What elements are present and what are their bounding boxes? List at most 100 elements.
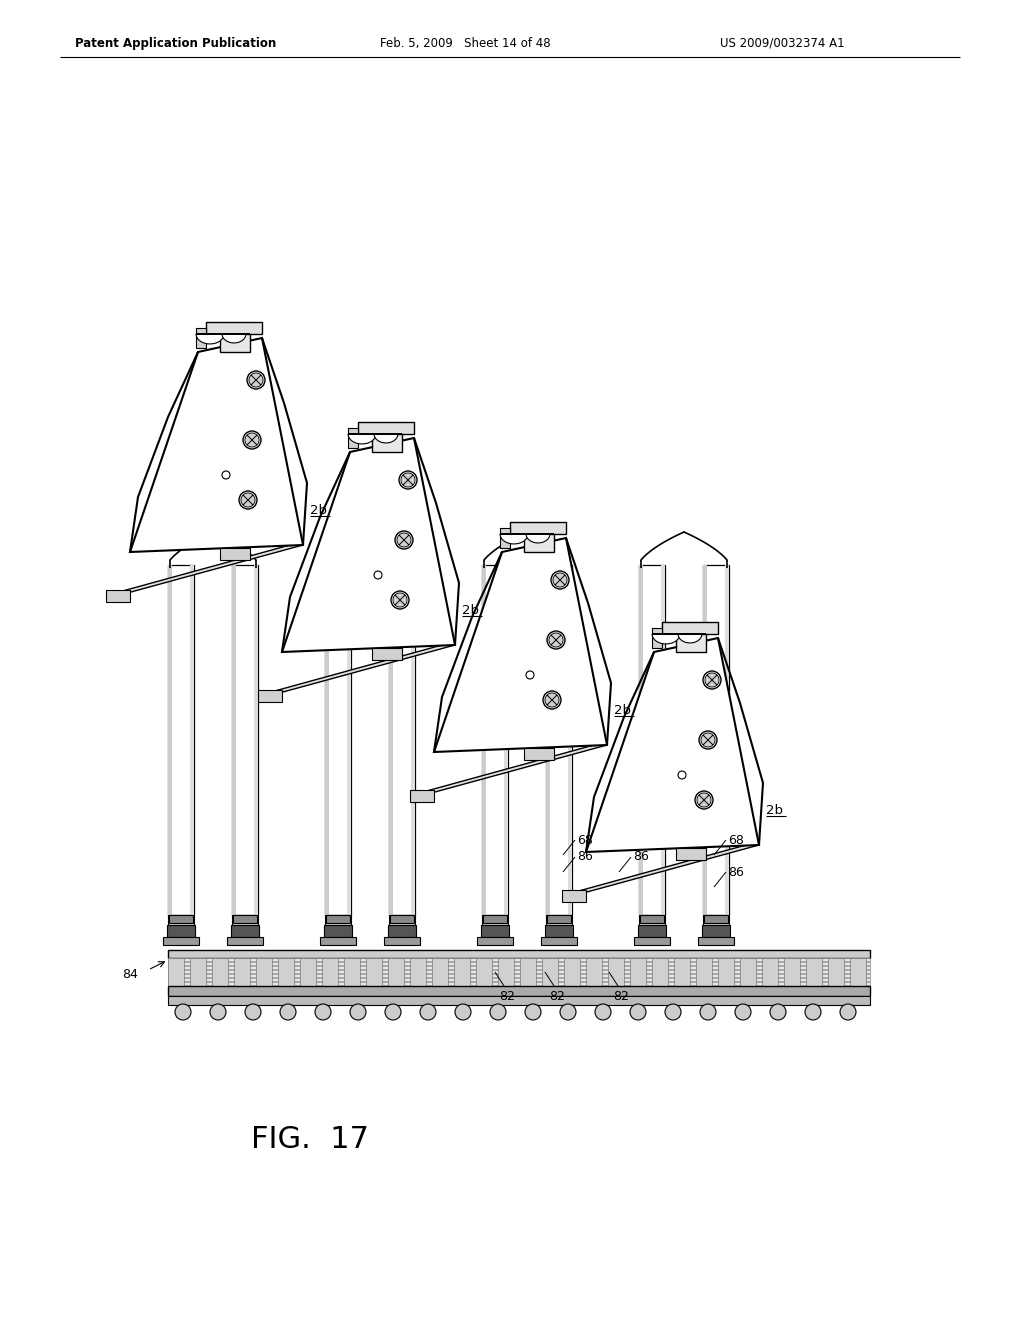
- Circle shape: [547, 631, 565, 649]
- Polygon shape: [278, 958, 294, 986]
- Polygon shape: [231, 925, 259, 937]
- Polygon shape: [258, 690, 282, 702]
- Polygon shape: [652, 958, 668, 986]
- Circle shape: [243, 432, 261, 449]
- Text: 68: 68: [728, 833, 743, 846]
- Polygon shape: [740, 958, 756, 986]
- Polygon shape: [222, 334, 250, 343]
- Polygon shape: [676, 847, 706, 861]
- Polygon shape: [168, 958, 184, 986]
- Polygon shape: [564, 958, 580, 986]
- Text: 2b: 2b: [462, 603, 479, 616]
- Polygon shape: [608, 958, 624, 986]
- Polygon shape: [410, 789, 434, 803]
- Polygon shape: [319, 937, 356, 945]
- Polygon shape: [638, 925, 666, 937]
- Circle shape: [770, 1005, 786, 1020]
- Polygon shape: [481, 925, 509, 937]
- Circle shape: [526, 671, 534, 678]
- Polygon shape: [806, 958, 822, 986]
- Polygon shape: [130, 338, 303, 552]
- Circle shape: [735, 1005, 751, 1020]
- Circle shape: [249, 374, 263, 387]
- Polygon shape: [828, 958, 844, 986]
- Polygon shape: [662, 565, 665, 915]
- Polygon shape: [212, 958, 228, 986]
- Polygon shape: [520, 958, 536, 986]
- Text: 86: 86: [577, 850, 593, 863]
- Polygon shape: [634, 937, 670, 945]
- Polygon shape: [344, 958, 360, 986]
- Circle shape: [239, 491, 257, 510]
- Text: Patent Application Publication: Patent Application Publication: [75, 37, 276, 49]
- Polygon shape: [389, 565, 393, 915]
- Circle shape: [245, 1005, 261, 1020]
- Circle shape: [525, 1005, 541, 1020]
- Circle shape: [210, 1005, 226, 1020]
- Polygon shape: [220, 334, 250, 352]
- Circle shape: [695, 791, 713, 809]
- Polygon shape: [167, 925, 195, 937]
- Circle shape: [705, 673, 719, 686]
- Circle shape: [391, 591, 409, 609]
- Polygon shape: [220, 548, 250, 560]
- Circle shape: [175, 1005, 191, 1020]
- Text: 68: 68: [577, 833, 593, 846]
- Polygon shape: [168, 962, 870, 965]
- Polygon shape: [372, 648, 402, 660]
- Polygon shape: [652, 634, 680, 644]
- Polygon shape: [676, 634, 706, 652]
- Circle shape: [543, 690, 561, 709]
- Polygon shape: [547, 915, 571, 923]
- Polygon shape: [568, 565, 572, 915]
- Polygon shape: [510, 521, 566, 535]
- Polygon shape: [348, 434, 376, 444]
- Polygon shape: [106, 590, 130, 602]
- Circle shape: [549, 634, 563, 647]
- Polygon shape: [163, 937, 199, 945]
- Polygon shape: [762, 958, 778, 986]
- Polygon shape: [524, 535, 554, 552]
- Text: FIG.  17: FIG. 17: [251, 1126, 369, 1155]
- Polygon shape: [498, 958, 514, 986]
- Polygon shape: [562, 890, 586, 902]
- Polygon shape: [347, 565, 351, 915]
- Circle shape: [630, 1005, 646, 1020]
- Text: 82: 82: [613, 990, 629, 1003]
- Circle shape: [222, 471, 230, 479]
- Polygon shape: [411, 565, 415, 915]
- Polygon shape: [703, 565, 729, 915]
- Polygon shape: [358, 422, 414, 434]
- Polygon shape: [260, 645, 455, 696]
- Polygon shape: [325, 565, 329, 915]
- Polygon shape: [545, 925, 573, 937]
- Circle shape: [699, 731, 717, 748]
- Polygon shape: [434, 539, 607, 752]
- Text: 82: 82: [549, 990, 565, 1003]
- Polygon shape: [703, 915, 729, 927]
- Circle shape: [703, 671, 721, 689]
- Polygon shape: [233, 915, 257, 923]
- Polygon shape: [500, 528, 510, 548]
- Polygon shape: [524, 748, 554, 760]
- Polygon shape: [564, 845, 759, 895]
- Polygon shape: [718, 958, 734, 986]
- Polygon shape: [372, 434, 402, 451]
- Polygon shape: [702, 925, 730, 937]
- Polygon shape: [232, 565, 258, 915]
- Polygon shape: [168, 982, 870, 985]
- Polygon shape: [325, 915, 351, 927]
- Polygon shape: [300, 958, 316, 986]
- Circle shape: [455, 1005, 471, 1020]
- Polygon shape: [326, 915, 350, 923]
- Polygon shape: [108, 545, 303, 595]
- Polygon shape: [483, 915, 507, 923]
- Polygon shape: [168, 565, 172, 915]
- Text: 82: 82: [499, 990, 515, 1003]
- Polygon shape: [390, 915, 414, 923]
- Polygon shape: [232, 915, 258, 927]
- Circle shape: [678, 771, 686, 779]
- Polygon shape: [190, 565, 194, 915]
- Polygon shape: [850, 958, 866, 986]
- Polygon shape: [546, 565, 572, 915]
